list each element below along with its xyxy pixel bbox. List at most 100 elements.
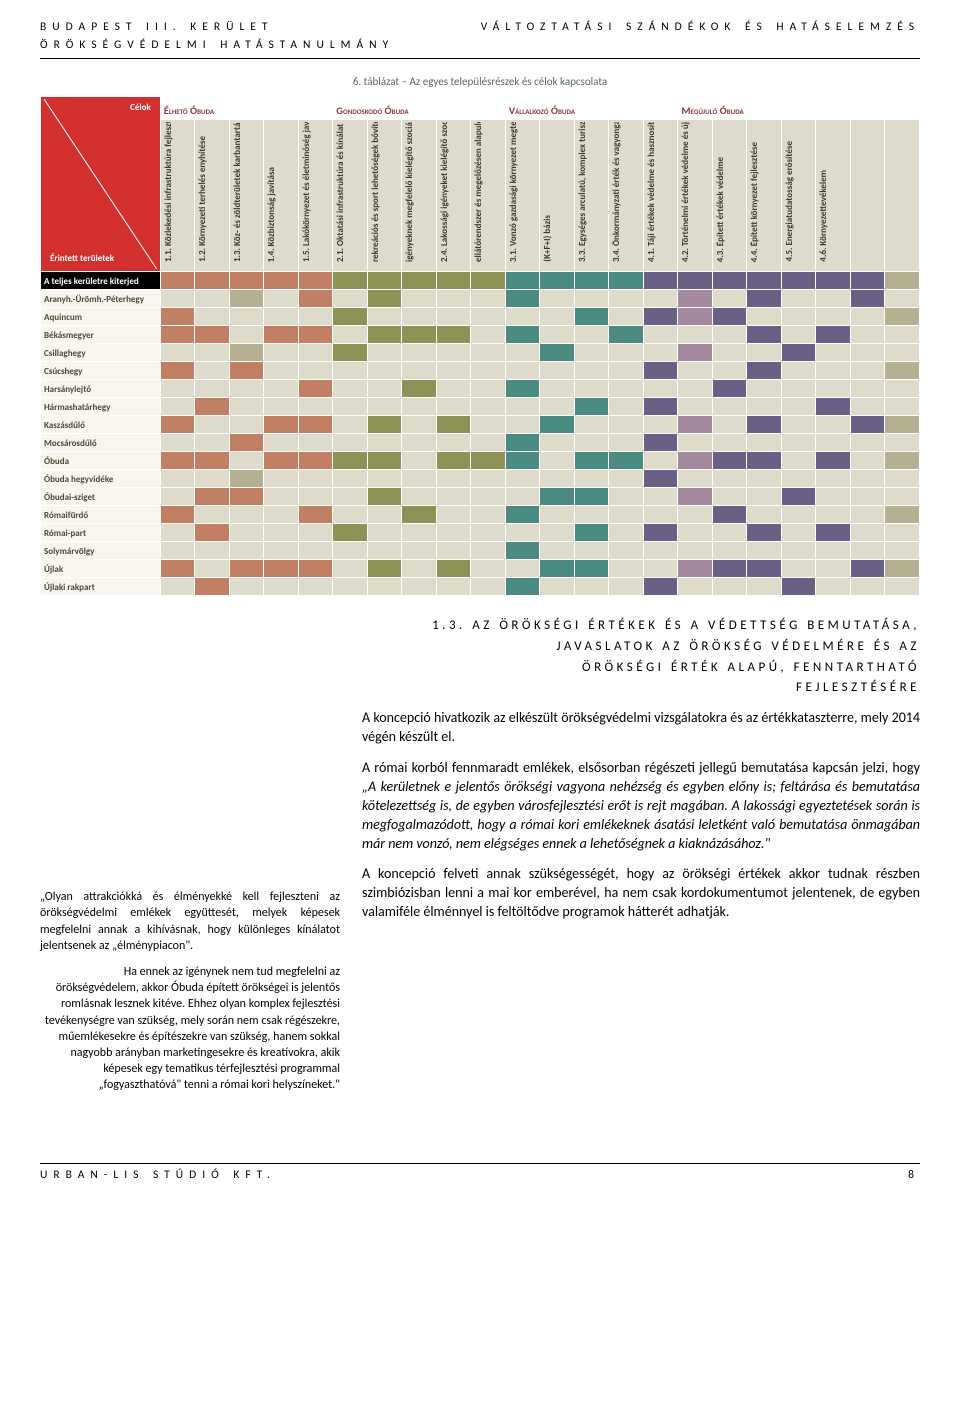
matrix-cell <box>885 578 920 596</box>
matrix-cell <box>747 290 782 308</box>
matrix-cell <box>505 452 540 470</box>
matrix-cell <box>885 308 920 326</box>
matrix-cell <box>471 470 506 488</box>
matrix-cell <box>678 380 713 398</box>
matrix-cell <box>195 560 230 578</box>
matrix-cell <box>402 380 437 398</box>
matrix-cell <box>816 380 851 398</box>
column-header: 2.1. Oktatási infrastruktúra és kínálat … <box>333 120 368 272</box>
matrix-cell <box>436 452 471 470</box>
matrix-cell <box>367 506 402 524</box>
matrix-cell <box>264 380 299 398</box>
matrix-cell <box>229 578 264 596</box>
matrix-cell <box>160 578 195 596</box>
matrix-cell <box>850 488 885 506</box>
matrix-cell <box>436 362 471 380</box>
matrix-cell <box>195 488 230 506</box>
matrix-cell <box>264 344 299 362</box>
matrix-cell <box>609 290 644 308</box>
matrix-cell <box>505 290 540 308</box>
matrix-cell <box>436 326 471 344</box>
matrix-cell <box>229 344 264 362</box>
matrix-cell <box>540 524 575 542</box>
matrix-cell <box>195 272 230 290</box>
matrix-cell <box>298 542 333 560</box>
matrix-cell <box>712 506 747 524</box>
matrix-cell <box>333 452 368 470</box>
matrix-cell <box>574 326 609 344</box>
matrix-cell <box>298 362 333 380</box>
row-header: Harsánylejtő <box>41 380 161 398</box>
matrix-cell <box>402 470 437 488</box>
matrix-cell <box>781 542 816 560</box>
matrix-cell <box>574 578 609 596</box>
matrix-cell <box>264 506 299 524</box>
matrix-cell <box>264 542 299 560</box>
matrix-cell <box>298 398 333 416</box>
matrix-cell <box>850 470 885 488</box>
matrix-cell <box>781 470 816 488</box>
matrix-cell <box>816 308 851 326</box>
group-header: Gondoskodó Óbuda <box>333 97 506 120</box>
matrix-cell <box>574 290 609 308</box>
matrix-cell <box>160 434 195 452</box>
matrix-cell <box>229 398 264 416</box>
matrix-cell <box>160 380 195 398</box>
matrix-cell <box>471 452 506 470</box>
matrix-cell <box>574 362 609 380</box>
matrix-cell <box>678 452 713 470</box>
matrix-cell <box>643 542 678 560</box>
column-header: 1.4. Közbiztonság javítása <box>264 120 299 272</box>
matrix-cell <box>712 272 747 290</box>
matrix-cell <box>367 578 402 596</box>
matrix-cell <box>436 434 471 452</box>
matrix-cell <box>333 434 368 452</box>
matrix-cell <box>505 560 540 578</box>
matrix-cell <box>678 362 713 380</box>
matrix-cell <box>885 380 920 398</box>
matrix-cell <box>678 524 713 542</box>
matrix-cell <box>471 560 506 578</box>
matrix-cell <box>540 452 575 470</box>
matrix-cell <box>436 308 471 326</box>
matrix-cell <box>609 578 644 596</box>
matrix-cell <box>643 362 678 380</box>
matrix-cell <box>609 542 644 560</box>
matrix-cell <box>367 272 402 290</box>
matrix-cell <box>850 578 885 596</box>
matrix-cell <box>298 380 333 398</box>
matrix-cell <box>850 344 885 362</box>
matrix-cell <box>160 326 195 344</box>
matrix-cell <box>540 308 575 326</box>
matrix-cell <box>574 416 609 434</box>
matrix-cell <box>781 416 816 434</box>
column-header: 1.5. Lakókörnyezet és életminőség javítá… <box>298 120 333 272</box>
matrix-cell <box>781 488 816 506</box>
matrix-cell <box>333 362 368 380</box>
matrix-cell <box>816 470 851 488</box>
main-p2-lead: A római korból fennmaradt emlékek, elsős… <box>362 759 920 776</box>
matrix-cell <box>574 434 609 452</box>
matrix-cell <box>816 578 851 596</box>
matrix-cell <box>816 560 851 578</box>
matrix-cell <box>160 452 195 470</box>
matrix-cell <box>160 488 195 506</box>
matrix-cell <box>574 470 609 488</box>
matrix-cell <box>747 380 782 398</box>
matrix-cell <box>574 560 609 578</box>
matrix-cell <box>574 506 609 524</box>
matrix-cell <box>885 344 920 362</box>
section-title: 1.3. AZ ÖRÖKSÉGI ÉRTÉKEK ÉS A VÉDETTSÉG … <box>40 616 920 699</box>
matrix-cell <box>574 344 609 362</box>
matrix-cell <box>264 362 299 380</box>
matrix-cell <box>678 488 713 506</box>
matrix-cell <box>160 542 195 560</box>
matrix-cell <box>540 362 575 380</box>
matrix-cell <box>850 290 885 308</box>
matrix-cell <box>402 416 437 434</box>
matrix-cell <box>436 380 471 398</box>
matrix-cell <box>402 290 437 308</box>
matrix-cell <box>850 380 885 398</box>
matrix-cell <box>885 290 920 308</box>
matrix-cell <box>367 308 402 326</box>
